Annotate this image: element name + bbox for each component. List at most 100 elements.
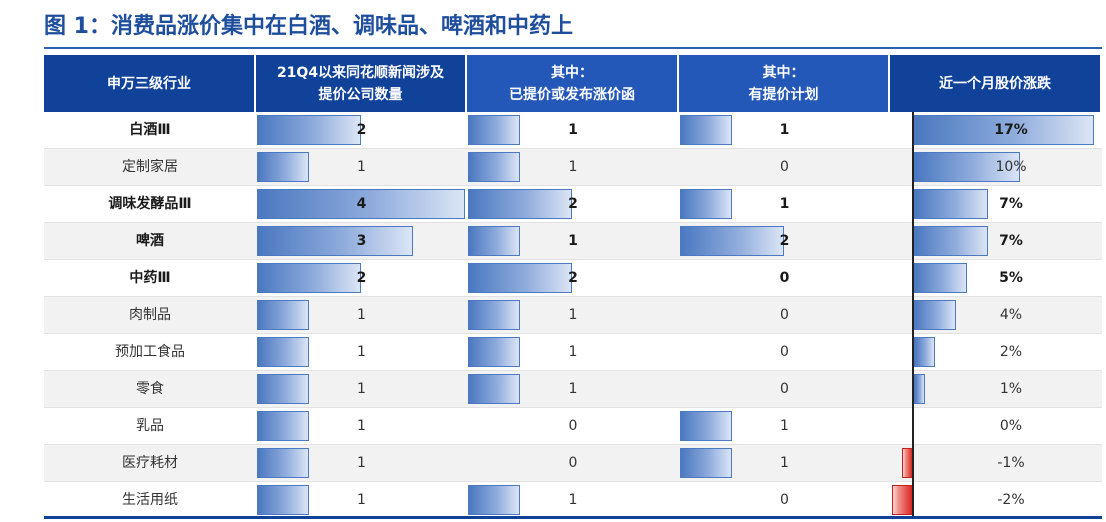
- count-value: 2: [356, 122, 367, 138]
- raised-bar: [468, 337, 520, 367]
- table-row: 肉制品 1 1 0 4%: [44, 297, 1102, 334]
- planned-value: 1: [780, 455, 789, 471]
- price-change-label: 7%: [999, 233, 1023, 249]
- header-price-change-line1: 近一个月股价涨跌: [939, 75, 1051, 92]
- table-row: 白酒Ⅲ 2 1 1 17%: [44, 112, 1102, 149]
- price-change-bar: [914, 115, 1095, 145]
- raised-value: 1: [568, 344, 578, 360]
- price-change-label: 0%: [999, 418, 1023, 434]
- table-row: 定制家居 1 1 0 10%: [44, 149, 1102, 186]
- planned-value: 0: [780, 344, 789, 360]
- raised-value: 1: [568, 492, 578, 508]
- raised-bar: [468, 226, 520, 256]
- header-industry-line1: 申万三级行业: [107, 75, 191, 92]
- zero-axis-line: [912, 112, 914, 518]
- price-change-bar: [914, 337, 936, 367]
- table-bottom-rule: [44, 516, 1102, 519]
- raised-value: 1: [568, 122, 578, 138]
- raised-value: 1: [568, 307, 578, 323]
- header-raised-line2: 已提价或发布涨价函: [509, 86, 635, 103]
- header-planned: 其中： 有提价计划: [679, 55, 890, 112]
- raised-value: 2: [568, 270, 578, 286]
- count-value: 4: [356, 196, 367, 212]
- title-underline: [44, 47, 1102, 49]
- header-price-change: 近一个月股价涨跌: [890, 55, 1102, 112]
- chart-title: 图 1：消费品涨价集中在白酒、调味品、啤酒和中药上: [44, 14, 573, 39]
- planned-value: 1: [779, 196, 790, 212]
- count-bar: [257, 115, 361, 145]
- raised-bar: [468, 189, 572, 219]
- industry-name: 肉制品: [129, 307, 171, 323]
- planned-bar: [680, 226, 784, 256]
- count-bar: [257, 300, 309, 330]
- raised-value: 2: [568, 196, 578, 212]
- price-change-bar: [914, 189, 989, 219]
- count-value: 1: [357, 492, 366, 508]
- count-value: 1: [357, 381, 366, 397]
- raised-value: 1: [568, 381, 578, 397]
- price-change-bar: [914, 300, 957, 330]
- price-change-bar: [914, 263, 967, 293]
- planned-bar: [680, 411, 732, 441]
- planned-bar: [680, 115, 732, 145]
- industry-name: 零食: [136, 381, 164, 397]
- table-row: 生活用纸 1 1 0 -2%: [44, 482, 1102, 519]
- count-value: 1: [357, 159, 366, 175]
- planned-value: 1: [780, 418, 789, 434]
- header-company-count: 21Q4以来同花顺新闻涉及 提价公司数量: [256, 55, 467, 112]
- raised-bar: [468, 374, 520, 404]
- price-change-label: 7%: [999, 196, 1023, 212]
- planned-value: 0: [780, 307, 789, 323]
- raised-bar: [468, 115, 520, 145]
- industry-name: 中药Ⅲ: [129, 270, 171, 286]
- price-change-label: 5%: [999, 270, 1023, 286]
- price-change-label: 4%: [999, 307, 1023, 323]
- raised-bar: [468, 485, 520, 515]
- count-value: 1: [357, 455, 366, 471]
- planned-value: 0: [780, 492, 789, 508]
- price-change-label: -2%: [997, 492, 1025, 508]
- header-company-count-line2: 提价公司数量: [318, 86, 403, 103]
- header-planned-line1: 其中：: [762, 64, 805, 81]
- count-bar: [257, 374, 309, 404]
- count-bar: [257, 189, 465, 219]
- count-value: 1: [357, 418, 366, 434]
- raised-bar: [468, 152, 520, 182]
- table-row: 啤酒 3 1 2 7%: [44, 223, 1102, 260]
- price-change-bar: [914, 226, 989, 256]
- data-table: 申万三级行业 21Q4以来同花顺新闻涉及 提价公司数量 其中： 已提价或发布涨价函 其中：…: [44, 55, 1102, 519]
- industry-name: 调味发酵品Ⅲ: [108, 196, 192, 212]
- count-bar: [257, 226, 413, 256]
- industry-name: 白酒Ⅲ: [129, 122, 171, 138]
- count-bar: [257, 411, 309, 441]
- raised-value: 1: [568, 159, 578, 175]
- header-company-count-line1: 21Q4以来同花顺新闻涉及: [276, 64, 445, 81]
- count-bar: [257, 337, 309, 367]
- table-row: 预加工食品 1 1 0 2%: [44, 334, 1102, 371]
- header-planned-line2: 有提价计划: [748, 86, 819, 103]
- header-industry: 申万三级行业: [44, 55, 256, 112]
- raised-value: 0: [568, 455, 578, 471]
- count-bar: [257, 152, 309, 182]
- count-value: 1: [357, 307, 366, 323]
- price-change-bar: [914, 374, 925, 404]
- planned-value: 0: [780, 159, 789, 175]
- planned-value: 2: [779, 233, 790, 249]
- count-value: 1: [357, 344, 366, 360]
- planned-bar: [680, 448, 732, 478]
- price-change-label: 17%: [994, 122, 1028, 138]
- raised-value: 1: [568, 233, 578, 249]
- count-value: 2: [356, 270, 367, 286]
- table-row: 乳品 1 0 1 0%: [44, 408, 1102, 445]
- header-raised: 其中： 已提价或发布涨价函: [467, 55, 679, 112]
- industry-name: 定制家居: [122, 159, 178, 175]
- table-row: 调味发酵品Ⅲ 4 2 1 7%: [44, 186, 1102, 223]
- price-change-label: 10%: [995, 159, 1027, 175]
- planned-value: 0: [779, 270, 790, 286]
- count-bar: [257, 263, 361, 293]
- raised-bar: [468, 300, 520, 330]
- industry-name: 啤酒: [136, 233, 164, 249]
- price-change-label: -1%: [997, 455, 1025, 471]
- count-value: 3: [356, 233, 367, 249]
- price-change-label: 2%: [999, 344, 1023, 360]
